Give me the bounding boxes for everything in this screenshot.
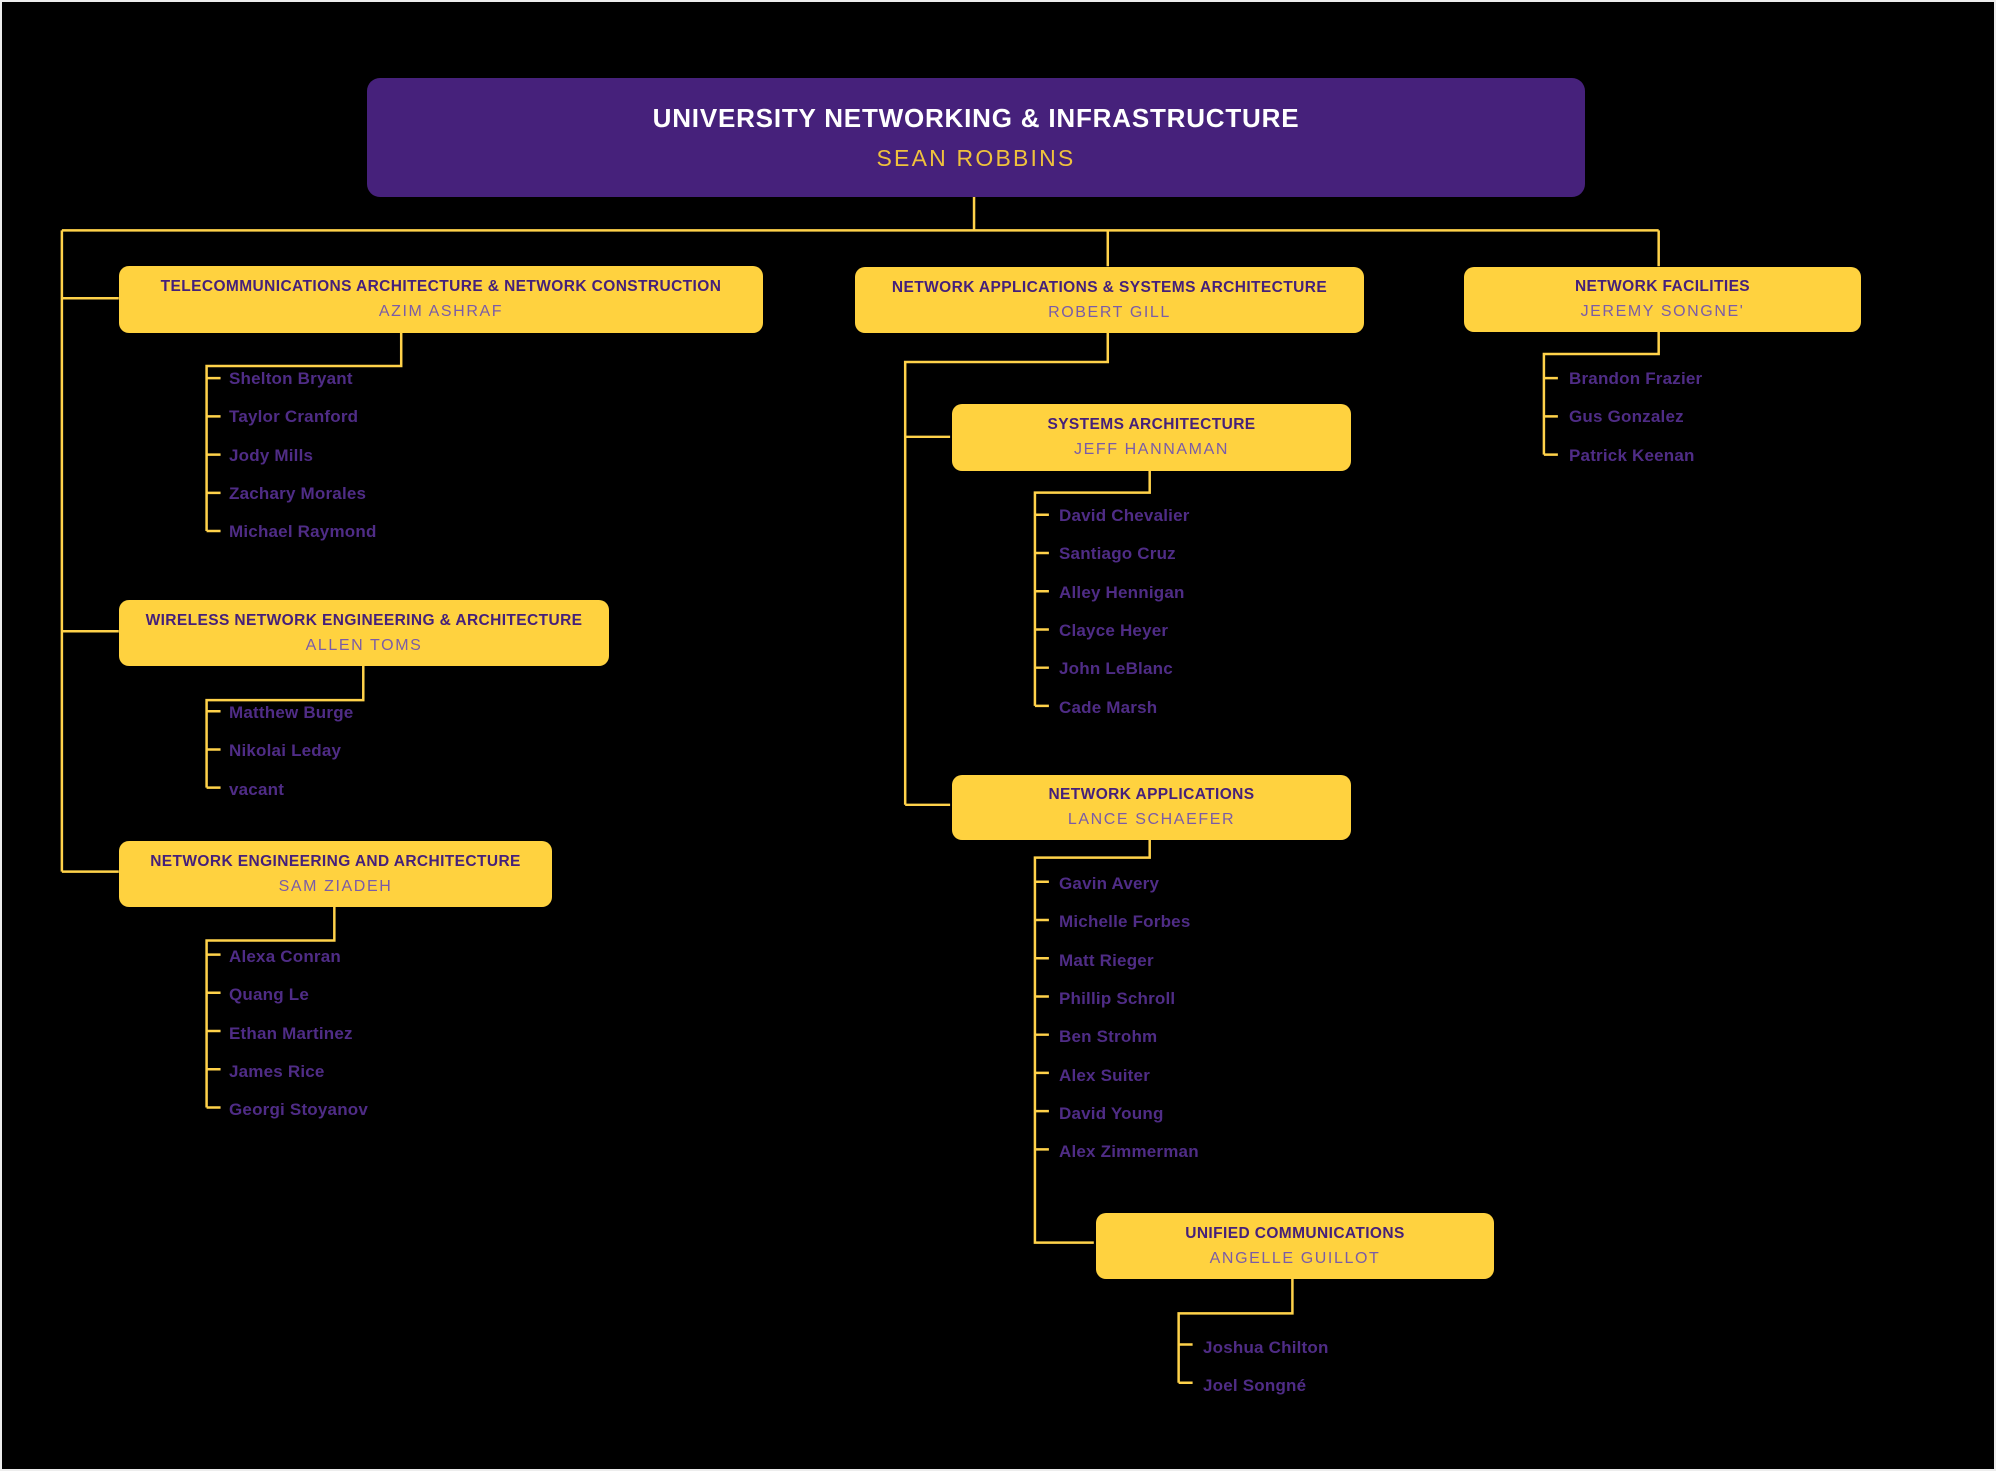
member-name: Ben Strohm bbox=[1059, 1027, 1158, 1047]
member-name: Cade Marsh bbox=[1059, 697, 1158, 717]
org-box-telecom: TELECOMMUNICATIONS ARCHITECTURE & NETWOR… bbox=[119, 266, 763, 333]
member-name: Brandon Frazier bbox=[1569, 369, 1703, 389]
connector-neteng-children bbox=[205, 904, 336, 1109]
member-name: Georgi Stoyanov bbox=[229, 1100, 369, 1120]
org-box-title: NETWORK ENGINEERING AND ARCHITECTURE bbox=[150, 852, 521, 870]
member-list-neteng: Alexa Conran Quang Le Ethan Martinez Jam… bbox=[229, 938, 559, 1130]
member-name: Alley Hennigan bbox=[1059, 582, 1185, 602]
member-list-netapps: Gavin Avery Michelle Forbes Matt Rieger … bbox=[1059, 865, 1389, 1172]
connector-netfac-children bbox=[1542, 331, 1660, 456]
member-name: Santiago Cruz bbox=[1059, 544, 1176, 564]
org-box-title: SYSTEMS ARCHITECTURE bbox=[1047, 416, 1256, 433]
member-name: Jody Mills bbox=[229, 445, 314, 465]
connector-uc-children bbox=[1177, 1275, 1294, 1384]
org-box-title: TELECOMMUNICATIONS ARCHITECTURE & NETWOR… bbox=[160, 278, 722, 295]
member-name: Michelle Forbes bbox=[1059, 912, 1191, 932]
connector-sysarch-children bbox=[1033, 469, 1151, 708]
connector-netapps-children bbox=[1033, 837, 1151, 1244]
org-box-manager: AZIM ASHRAF bbox=[378, 303, 504, 320]
member-list-wireless: Matthew Burge Nikolai Leday vacant bbox=[229, 694, 559, 809]
org-box-manager: ANGELLE GUILLOT bbox=[1209, 1249, 1381, 1267]
member-name: Ethan Martinez bbox=[229, 1023, 353, 1043]
member-name: vacant bbox=[229, 779, 285, 799]
member-name: Zachary Morales bbox=[229, 484, 367, 504]
member-name: Taylor Cranford bbox=[229, 407, 359, 427]
org-box-title: NETWORK APPLICATIONS bbox=[1048, 786, 1255, 803]
org-box-title: NETWORK APPLICATIONS & SYSTEMS ARCHITECT… bbox=[891, 278, 1328, 296]
connector-mid-branch bbox=[903, 332, 1110, 807]
org-box-title: WIRELESS NETWORK ENGINEERING & ARCHITECT… bbox=[145, 611, 583, 629]
root-title: UNIVERSITY NETWORKING & INFRASTRUCTURE bbox=[652, 103, 1300, 133]
org-box-neteng: NETWORK ENGINEERING AND ARCHITECTURE SAM… bbox=[119, 841, 552, 907]
member-name: David Chevalier bbox=[1059, 506, 1190, 526]
connector-root bbox=[60, 196, 1660, 873]
org-box-unified: UNIFIED COMMUNICATIONS ANGELLE GUILLOT bbox=[1096, 1213, 1494, 1279]
member-name: Gus Gonzalez bbox=[1569, 407, 1684, 427]
org-box-title: NETWORK FACILITIES bbox=[1574, 278, 1751, 295]
root-manager: SEAN ROBBINS bbox=[876, 145, 1076, 171]
org-box-title: UNIFIED COMMUNICATIONS bbox=[1185, 1224, 1405, 1242]
org-box-manager: ALLEN TOMS bbox=[305, 636, 423, 654]
org-box-manager: ROBERT GILL bbox=[1048, 303, 1171, 321]
member-list-unified: Joshua Chilton Joel Songné bbox=[1203, 1329, 1533, 1406]
member-name: Joel Songné bbox=[1203, 1376, 1307, 1396]
member-name: John LeBlanc bbox=[1059, 659, 1173, 679]
member-name: Quang Le bbox=[229, 985, 309, 1005]
org-box-wireless: WIRELESS NETWORK ENGINEERING & ARCHITECT… bbox=[119, 600, 609, 666]
member-name: Alex Zimmerman bbox=[1059, 1142, 1199, 1162]
member-name: Gavin Avery bbox=[1059, 874, 1160, 894]
org-box-manager: LANCE SCHAEFER bbox=[1067, 811, 1236, 828]
member-name: Clayce Heyer bbox=[1059, 621, 1169, 641]
member-name: Phillip Schroll bbox=[1059, 989, 1176, 1009]
org-box-manager: JEREMY SONGNE' bbox=[1580, 303, 1745, 320]
member-name: Matt Rieger bbox=[1059, 950, 1154, 970]
connector-wireless-children bbox=[205, 664, 365, 789]
org-box-manager: SAM ZIADEH bbox=[278, 877, 393, 895]
member-name: James Rice bbox=[229, 1062, 325, 1082]
org-box-netapps: NETWORK APPLICATIONS LANCE SCHAEFER bbox=[952, 775, 1351, 840]
connector-telecom-children bbox=[205, 332, 403, 533]
member-list-netfac: Brandon Frazier Gus Gonzalez Patrick Kee… bbox=[1569, 360, 1899, 475]
org-box-root: UNIVERSITY NETWORKING & INFRASTRUCTURE S… bbox=[367, 78, 1585, 197]
member-name: Alex Suiter bbox=[1059, 1065, 1151, 1085]
member-name: Matthew Burge bbox=[229, 703, 354, 723]
member-name: Shelton Bryant bbox=[229, 369, 353, 389]
org-box-netfac: NETWORK FACILITIES JEREMY SONGNE' bbox=[1464, 267, 1861, 332]
member-name: David Young bbox=[1059, 1104, 1164, 1124]
member-name: Patrick Keenan bbox=[1569, 445, 1695, 465]
member-name: Alexa Conran bbox=[229, 947, 341, 967]
member-list-telecom: Shelton Bryant Taylor Cranford Jody Mill… bbox=[229, 360, 559, 552]
member-list-sysarch: David Chevalier Santiago Cruz Alley Henn… bbox=[1059, 497, 1389, 727]
member-name: Joshua Chilton bbox=[1203, 1338, 1329, 1358]
org-box-netapps-sys: NETWORK APPLICATIONS & SYSTEMS ARCHITECT… bbox=[855, 267, 1364, 333]
member-name: Michael Raymond bbox=[229, 522, 377, 542]
org-box-manager: JEFF HANNAMAN bbox=[1073, 441, 1230, 458]
org-box-sysarch: SYSTEMS ARCHITECTURE JEFF HANNAMAN bbox=[952, 404, 1351, 471]
member-name: Nikolai Leday bbox=[229, 741, 342, 761]
